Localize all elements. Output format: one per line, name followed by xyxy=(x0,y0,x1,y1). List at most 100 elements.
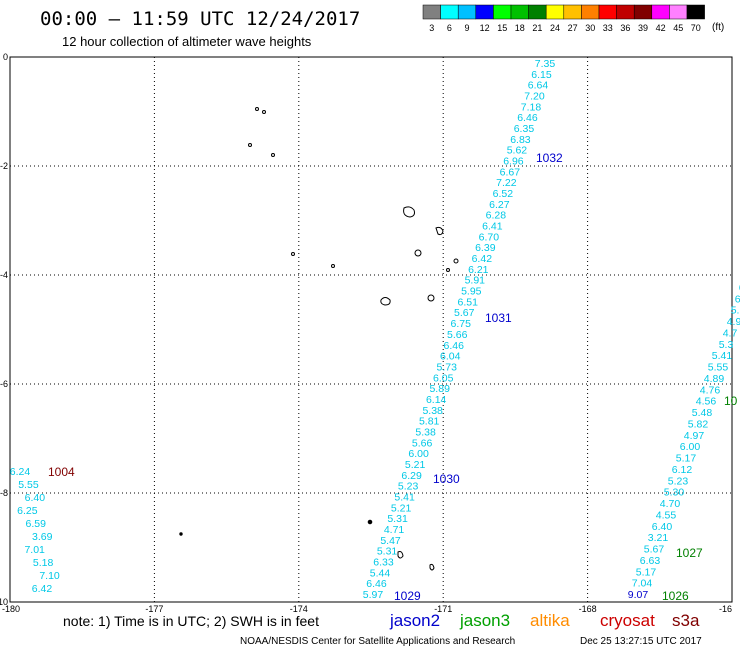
island xyxy=(367,519,373,525)
wave-height-value: 6.40 xyxy=(25,492,46,504)
color-scale-swatch xyxy=(493,4,512,20)
wave-height-value: 6.00 xyxy=(408,448,429,460)
island xyxy=(262,110,266,114)
wave-height-value: 6.33 xyxy=(373,556,394,568)
wave-height-value: 5.21 xyxy=(391,502,412,514)
lon-tick-label: -177 xyxy=(145,604,163,614)
wave-height-value: 6.59 xyxy=(26,518,47,530)
island xyxy=(446,268,450,272)
wave-height-value: 5.38 xyxy=(422,405,443,417)
wave-height-value: 4.97 xyxy=(684,430,705,442)
island xyxy=(291,252,295,256)
wave-height-value: 6.28 xyxy=(486,210,507,222)
wave-height-value: 7.35 xyxy=(535,58,556,70)
island xyxy=(380,297,391,306)
island xyxy=(397,551,404,559)
wave-height-value: 6.46 xyxy=(517,112,538,124)
wave-height-value: 6.27 xyxy=(489,199,510,211)
legend-s3a: s3a xyxy=(672,611,700,630)
map-title: 00:00 — 11:59 UTC 12/24/2017 xyxy=(40,8,360,30)
wave-height-value: 7.18 xyxy=(521,101,542,113)
wave-height-value: 6.04 xyxy=(440,351,461,363)
pass-number-label: 1026 xyxy=(662,589,689,603)
lat-tick-label: -10 xyxy=(0,597,8,607)
color-scale-legend: 3 6 9 12 15 18 21 24 27 30 33 36 39 42 45 70 xyxy=(422,4,705,33)
color-scale-label: 9 xyxy=(464,23,469,33)
island xyxy=(248,143,252,147)
wave-height-value: 5.47 xyxy=(380,535,401,547)
wave-height-value: 6.00 xyxy=(680,441,701,453)
wave-height-value: 5.3 xyxy=(719,339,734,351)
wave-height-value: 5.66 xyxy=(447,329,468,341)
wave-height-value: 4.70 xyxy=(660,498,681,510)
island xyxy=(271,153,275,157)
island xyxy=(331,264,335,268)
island xyxy=(179,532,183,536)
footer-credit: NOAA/NESDIS Center for Satellite Applica… xyxy=(240,636,515,647)
color-scale-swatch xyxy=(528,4,547,20)
lat-tick-label: -2 xyxy=(0,161,8,171)
wave-height-value: 5.81 xyxy=(419,416,440,428)
wave-height-value: 6.75 xyxy=(451,318,472,330)
wave-height-value: 6.24 xyxy=(10,466,31,478)
plot-frame xyxy=(9,56,733,603)
wave-height-value: 5.66 xyxy=(412,437,433,449)
wave-height-value: 4.7 xyxy=(723,327,738,339)
color-scale-label: 42 xyxy=(656,23,666,33)
wave-height-value: 6.63 xyxy=(640,555,661,567)
lon-tick-label: -168 xyxy=(579,604,597,614)
wave-height-value: 5.62 xyxy=(507,145,528,157)
wave-height-value: 6.70 xyxy=(479,231,500,243)
color-scale-label: 12 xyxy=(480,23,490,33)
islands xyxy=(179,107,459,571)
color-scale-swatch xyxy=(457,4,477,20)
wave-height-value: 5.48 xyxy=(692,407,713,419)
island xyxy=(435,226,444,236)
wave-height-value: 5.30 xyxy=(664,487,685,499)
lon-tick-label: -16 xyxy=(719,604,732,614)
legend-jason3: jason3 xyxy=(459,611,510,630)
color-scale-swatch xyxy=(545,4,565,20)
wave-height-value: 6.39 xyxy=(475,242,496,254)
wave-height-value: 7.04 xyxy=(632,578,653,590)
wave-height-value: 5.73 xyxy=(436,361,457,373)
wave-height-value: 6.83 xyxy=(510,134,531,146)
color-scale-swatch xyxy=(440,4,459,20)
wave-height-value: 6.41 xyxy=(482,221,503,233)
wave-height-value: 6.42 xyxy=(472,253,493,265)
map-subtitle: 12 hour collection of altimeter wave hei… xyxy=(62,34,312,49)
wave-height-value: 5.95 xyxy=(461,286,482,298)
island xyxy=(429,563,435,571)
color-scale-swatch xyxy=(686,4,705,20)
wave-height-value: 5.17 xyxy=(676,453,697,465)
track-cryosat-values: 6.245.556.406.256.593.697.015.187.106.42 xyxy=(10,466,60,595)
color-scale-label: 18 xyxy=(515,23,525,33)
wave-height-value: 6.52 xyxy=(493,188,514,200)
lat-tick-label: 0 xyxy=(3,52,8,62)
wave-height-value: 6.46 xyxy=(366,578,387,590)
color-scale-swatch xyxy=(616,4,635,20)
wave-height-value: 4.71 xyxy=(384,524,405,536)
wave-height-value: 6.2 xyxy=(739,282,740,294)
wave-height-value: 5.41 xyxy=(712,350,733,362)
color-scale-label: 39 xyxy=(638,23,648,33)
wave-height-value: 5.23 xyxy=(398,481,419,493)
color-scale-label: 24 xyxy=(550,23,560,33)
wave-height-value: 6.46 xyxy=(444,340,465,352)
color-scale-label: 45 xyxy=(673,23,683,33)
lon-tick-label: -180 xyxy=(2,604,20,614)
color-scale-label: 15 xyxy=(497,23,507,33)
track-jason2-values: 7.356.156.647.207.186.466.356.835.626.96… xyxy=(363,58,556,601)
wave-height-value: 6.35 xyxy=(514,123,535,135)
wave-height-value: 5.67 xyxy=(454,307,475,319)
wave-height-value: 6.96 xyxy=(503,156,524,168)
wave-height-value: 6.15 xyxy=(531,69,552,81)
color-scale-label: 36 xyxy=(620,23,630,33)
wave-height-value: 4.9 xyxy=(727,316,740,328)
wave-height-value: 6.3 xyxy=(735,293,740,305)
wave-height-value: 4.76 xyxy=(700,384,721,396)
wave-height-value: 5.18 xyxy=(33,557,54,569)
color-scale-swatch xyxy=(563,4,582,20)
color-scale-unit: (ft) xyxy=(712,22,724,33)
pass-number-label: 1031 xyxy=(485,311,512,325)
